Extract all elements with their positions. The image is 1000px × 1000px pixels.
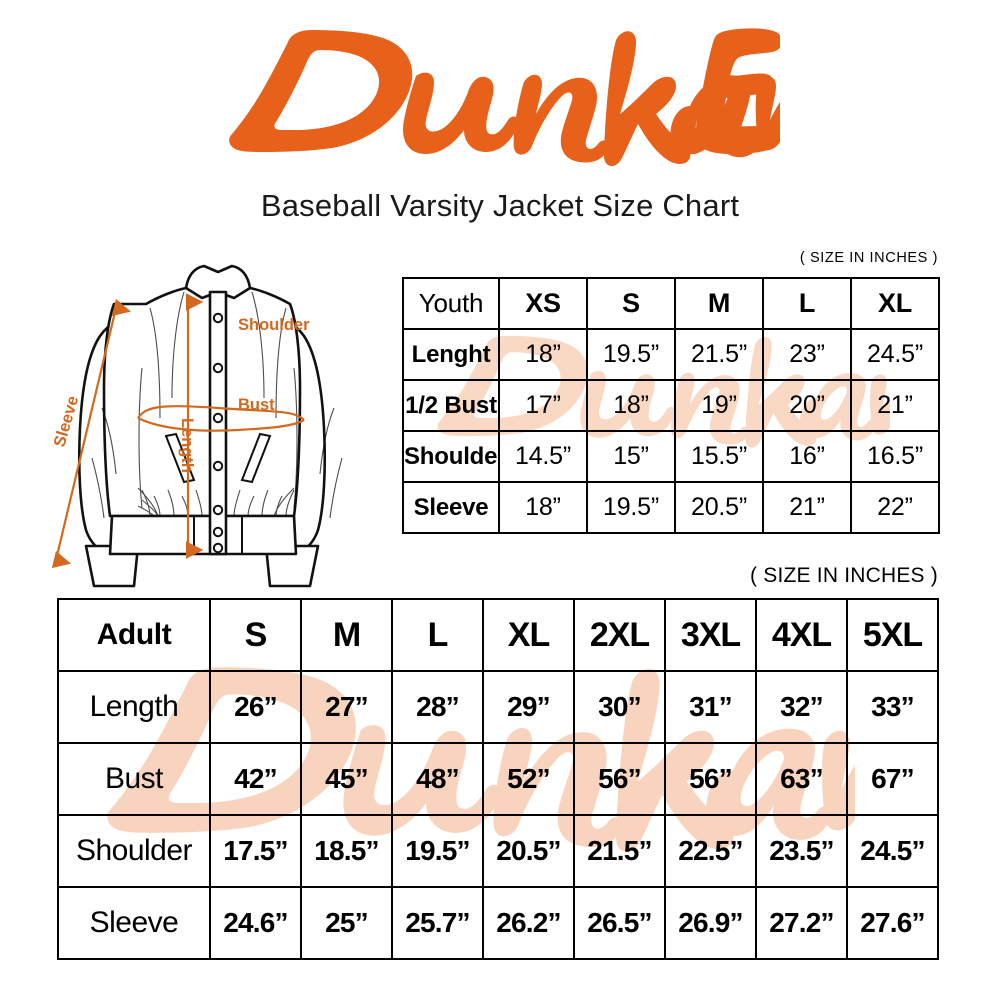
youth-cell-sleeve-m: 20.5” [674,481,764,534]
adult-cell-sleeve-xl: 26.2” [482,886,575,960]
adult-cell-length-5xl: 33” [846,670,939,744]
youth-col-m: M [674,277,764,330]
youth-cell-sleeve-s: 19.5” [586,481,676,534]
table-row: Shoulder 14.5” 15” 15.5” 16” 16.5” [402,430,940,483]
adult-col-xl: XL [482,598,575,672]
adult-cell-shoulder-m: 18.5” [300,814,393,888]
youth-cell-length-l: 23” [762,328,852,381]
table-row: 1/2 Bust 17” 18” 19” 20” 21” [402,379,940,432]
adult-row-label-shoulder: Shoulder [57,814,211,888]
youth-header-row: Youth XS S M L XL [402,277,940,330]
adult-cell-sleeve-3xl: 26.9” [664,886,757,960]
adult-row-label-sleeve: Sleeve [57,886,211,960]
diagram-label-shoulder: Shoulder [238,316,310,334]
youth-units-caption: ( SIZE IN INCHES ) [799,250,938,266]
youth-row-label-sleeve: Sleeve [402,481,500,534]
adult-cell-length-l: 28” [391,670,484,744]
adult-cell-sleeve-l: 25.7” [391,886,484,960]
table-row: Shoulder 17.5” 18.5” 19.5” 20.5” 21.5” 2… [57,814,939,888]
adult-cell-bust-3xl: 56” [664,742,757,816]
adult-cell-bust-4xl: 63” [755,742,848,816]
adult-cell-length-4xl: 32” [755,670,848,744]
youth-cell-half-bust-xl: 21” [850,379,940,432]
adult-cell-length-2xl: 30” [573,670,666,744]
youth-row-label-length: Lenght [402,328,500,381]
youth-cell-half-bust-m: 19” [674,379,764,432]
adult-cell-length-3xl: 31” [664,670,757,744]
youth-cell-length-xs: 18” [498,328,588,381]
adult-cell-shoulder-2xl: 21.5” [573,814,666,888]
adult-cell-sleeve-s: 24.6” [209,886,302,960]
diagram-label-sleeve: Sleeve [51,394,83,449]
adult-row-label-length: Length [57,670,211,744]
adult-cell-bust-s: 42” [209,742,302,816]
adult-cell-sleeve-5xl: 27.6” [846,886,939,960]
table-row: Sleeve 18” 19.5” 20.5” 21” 22” [402,481,940,534]
youth-cell-length-s: 19.5” [586,328,676,381]
youth-cell-shoulder-xs: 14.5” [498,430,588,483]
youth-cell-shoulder-m: 15.5” [674,430,764,483]
jacket-measurement-diagram: Shoulder Bust Length Sleeve [42,258,394,598]
youth-cell-half-bust-xs: 17” [498,379,588,432]
adult-cell-length-s: 26” [209,670,302,744]
table-row: Lenght 18” 19.5” 21.5” 23” 24.5” [402,328,940,381]
youth-cell-sleeve-l: 21” [762,481,852,534]
diagram-label-bust: Bust [238,396,275,414]
youth-row-label-half-bust: 1/2 Bust [402,379,500,432]
adult-col-s: S [209,598,302,672]
adult-units-caption: ( SIZE IN INCHES ) [750,564,938,587]
youth-cell-sleeve-xl: 22” [850,481,940,534]
adult-cell-shoulder-5xl: 24.5” [846,814,939,888]
adult-cell-sleeve-m: 25” [300,886,393,960]
youth-cell-half-bust-s: 18” [586,379,676,432]
diagram-label-length: Length [178,418,196,473]
youth-cell-length-m: 21.5” [674,328,764,381]
youth-row-label-shoulder: Shoulder [402,430,500,483]
page-title: Baseball Varsity Jacket Size Chart [260,188,740,223]
adult-corner-label: Adult [57,598,211,672]
adult-col-l: L [391,598,484,672]
adult-col-2xl: 2XL [573,598,666,672]
adult-col-4xl: 4XL [755,598,848,672]
adult-cell-bust-l: 48” [391,742,484,816]
youth-cell-length-xl: 24.5” [850,328,940,381]
youth-corner-label: Youth [402,277,500,330]
adult-row-label-bust: Bust [57,742,211,816]
brand-logo [0,22,1000,182]
adult-cell-bust-m: 45” [300,742,393,816]
adult-cell-bust-5xl: 67” [846,742,939,816]
youth-cell-half-bust-l: 20” [762,379,852,432]
adult-cell-shoulder-l: 19.5” [391,814,484,888]
table-row: Sleeve 24.6” 25” 25.7” 26.2” 26.5” 26.9”… [57,886,939,960]
table-row: Bust 42” 45” 48” 52” 56” 56” 63” 67” [57,742,939,816]
youth-cell-sleeve-xs: 18” [498,481,588,534]
adult-cell-shoulder-4xl: 23.5” [755,814,848,888]
adult-col-5xl: 5XL [846,598,939,672]
youth-col-s: S [586,277,676,330]
adult-cell-sleeve-2xl: 26.5” [573,886,666,960]
adult-col-3xl: 3XL [664,598,757,672]
table-row: Length 26” 27” 28” 29” 30” 31” 32” 33” [57,670,939,744]
youth-cell-shoulder-s: 15” [586,430,676,483]
adult-cell-sleeve-4xl: 27.2” [755,886,848,960]
adult-col-m: M [300,598,393,672]
adult-cell-length-m: 27” [300,670,393,744]
adult-header-row: Adult S M L XL 2XL 3XL 4XL 5XL [57,598,939,672]
youth-col-xl: XL [850,277,940,330]
adult-cell-length-xl: 29” [482,670,575,744]
adult-cell-shoulder-xl: 20.5” [482,814,575,888]
youth-col-xs: XS [498,277,588,330]
adult-cell-shoulder-3xl: 22.5” [664,814,757,888]
youth-col-l: L [762,277,852,330]
adult-size-table: Adult S M L XL 2XL 3XL 4XL 5XL Length 26… [57,598,939,960]
youth-cell-shoulder-xl: 16.5” [850,430,940,483]
youth-cell-shoulder-l: 16” [762,430,852,483]
adult-cell-shoulder-s: 17.5” [209,814,302,888]
adult-cell-bust-xl: 52” [482,742,575,816]
youth-size-table: Youth XS S M L XL Lenght 18” 19.5” 21.5”… [402,277,940,534]
adult-cell-bust-2xl: 56” [573,742,666,816]
